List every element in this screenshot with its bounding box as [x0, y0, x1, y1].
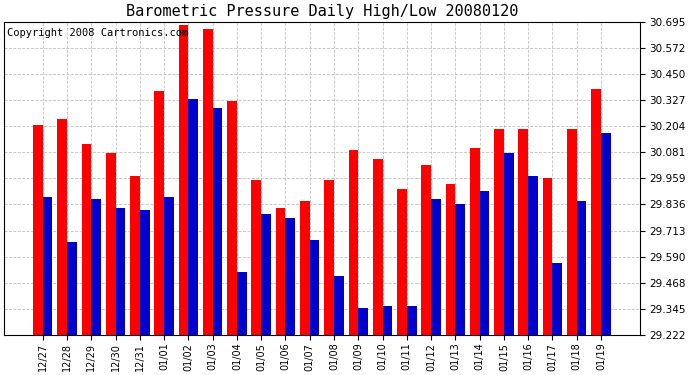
Bar: [480, 191, 489, 335]
Bar: [334, 276, 344, 335]
Bar: [348, 150, 358, 335]
Bar: [373, 159, 382, 335]
Bar: [358, 308, 368, 335]
Bar: [431, 200, 441, 335]
Bar: [213, 108, 222, 335]
Bar: [504, 153, 513, 335]
Bar: [203, 29, 213, 335]
Bar: [251, 180, 262, 335]
Bar: [300, 201, 310, 335]
Bar: [407, 306, 417, 335]
Bar: [494, 129, 504, 335]
Bar: [518, 129, 529, 335]
Title: Barometric Pressure Daily High/Low 20080120: Barometric Pressure Daily High/Low 20080…: [126, 4, 518, 19]
Bar: [91, 200, 101, 335]
Bar: [422, 165, 431, 335]
Bar: [179, 25, 188, 335]
Bar: [262, 214, 271, 335]
Bar: [382, 306, 393, 335]
Bar: [553, 263, 562, 335]
Bar: [57, 118, 67, 335]
Bar: [577, 201, 586, 335]
Bar: [324, 180, 334, 335]
Bar: [601, 134, 611, 335]
Bar: [188, 99, 198, 335]
Text: Copyright 2008 Cartronics.com: Copyright 2008 Cartronics.com: [8, 28, 188, 38]
Bar: [470, 148, 480, 335]
Bar: [33, 125, 43, 335]
Bar: [116, 208, 126, 335]
Bar: [106, 153, 116, 335]
Bar: [455, 204, 465, 335]
Bar: [567, 129, 577, 335]
Bar: [310, 240, 319, 335]
Bar: [81, 144, 91, 335]
Bar: [237, 272, 246, 335]
Bar: [543, 178, 553, 335]
Bar: [276, 208, 286, 335]
Bar: [529, 176, 538, 335]
Bar: [286, 219, 295, 335]
Bar: [591, 89, 601, 335]
Bar: [43, 197, 52, 335]
Bar: [164, 197, 174, 335]
Bar: [140, 210, 150, 335]
Bar: [155, 91, 164, 335]
Bar: [130, 176, 140, 335]
Bar: [67, 242, 77, 335]
Bar: [397, 189, 407, 335]
Bar: [227, 102, 237, 335]
Bar: [446, 184, 455, 335]
